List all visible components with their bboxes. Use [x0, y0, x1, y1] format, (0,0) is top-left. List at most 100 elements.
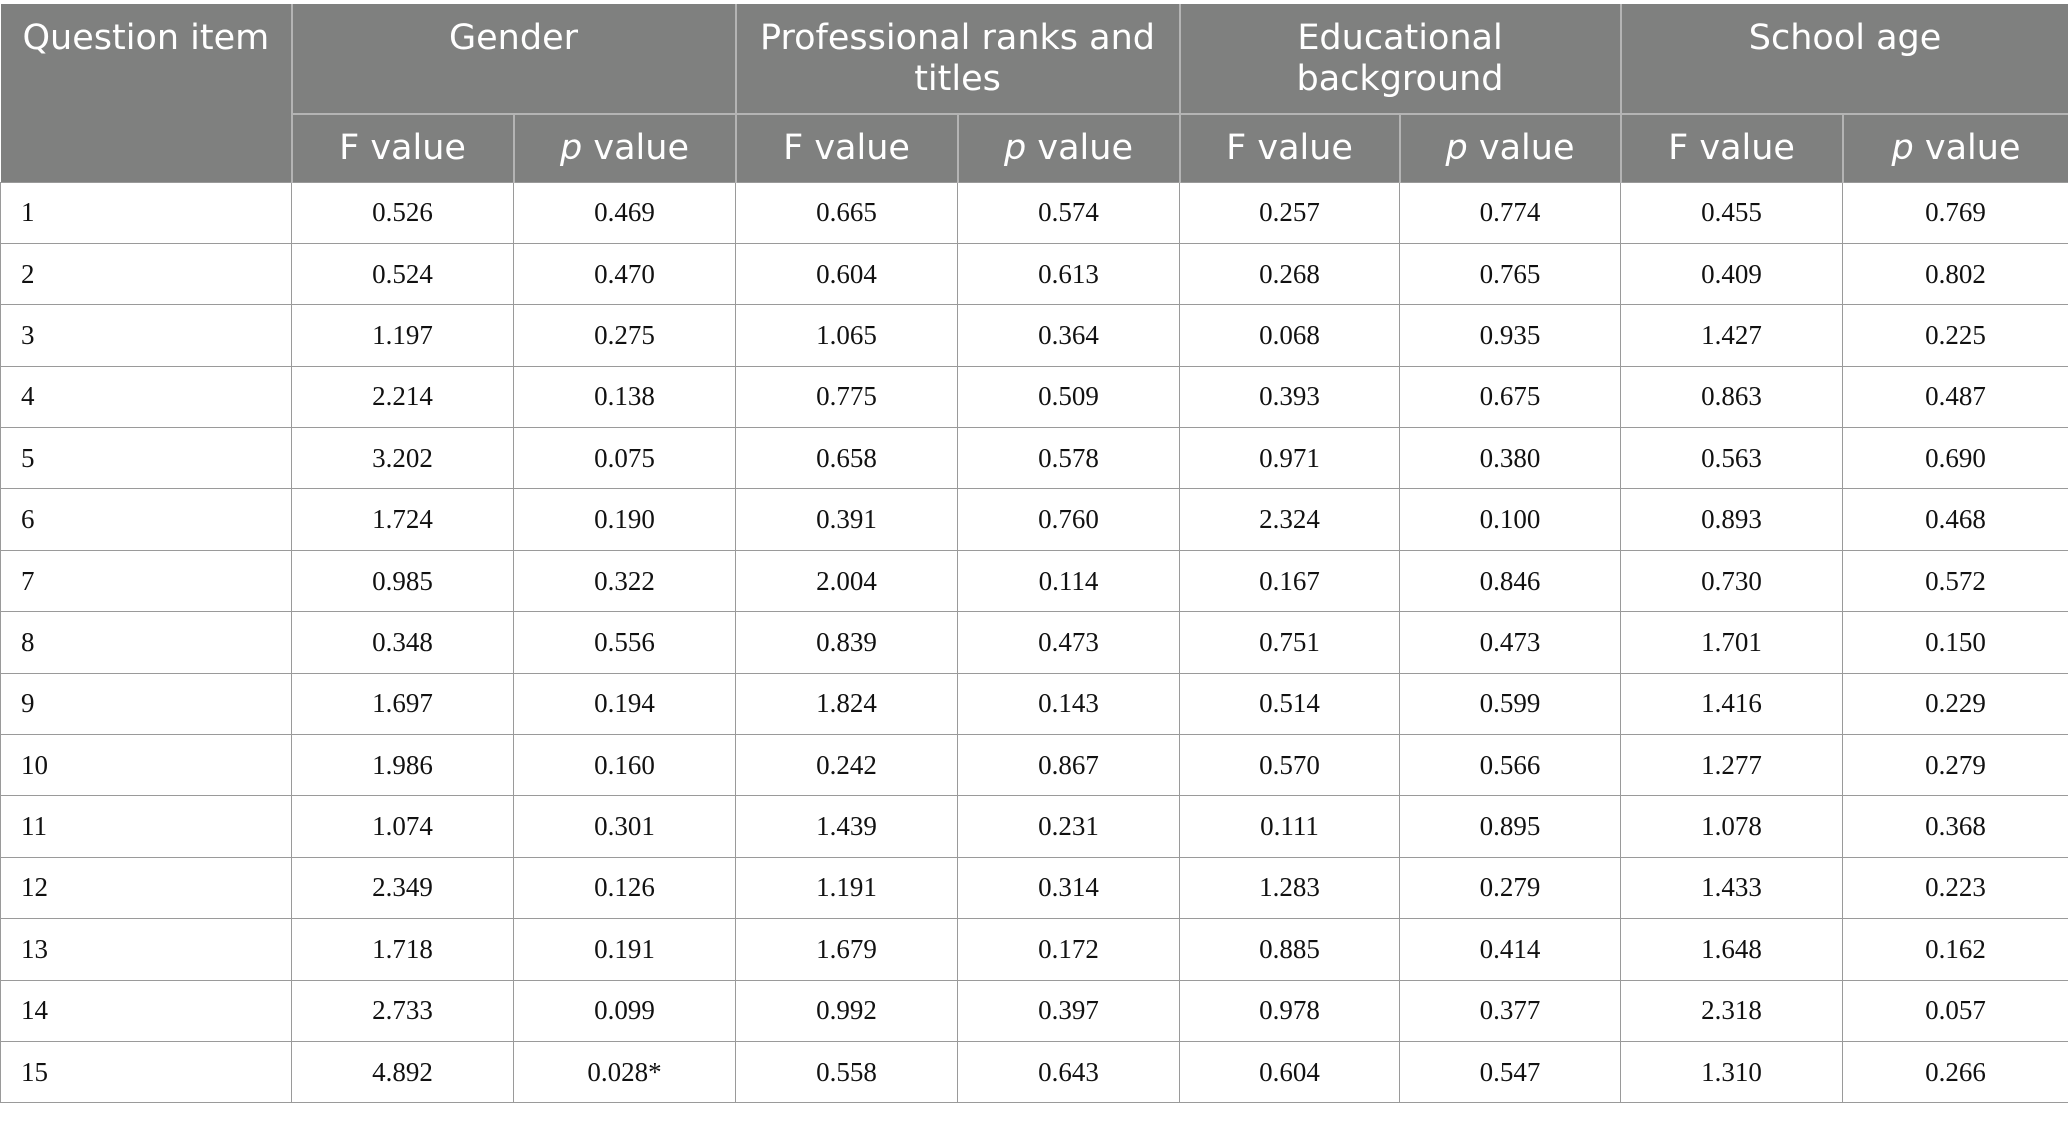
p-value-cell: 0.509 — [957, 365, 1180, 428]
question-item-cell: 10 — [0, 734, 292, 796]
f-value-cell: 1.679 — [735, 918, 958, 981]
f-value-cell: 1.277 — [1620, 734, 1843, 796]
p-value-cell: 0.126 — [512, 856, 736, 919]
table-row: 12 2.349 0.126 1.191 0.314 1.283 0.279 1.433 0.2… — [0, 856, 2068, 919]
f-value-cell: 0.409 — [1620, 242, 1843, 305]
p-value-cell: 0.301 — [512, 795, 736, 858]
p-value-cell: 0.935 — [1399, 304, 1621, 367]
f-value-cell: 4.892 — [291, 1040, 514, 1104]
f-value-cell: 1.439 — [735, 795, 958, 858]
f-value-cell: 1.074 — [291, 795, 514, 858]
p-value-header: p value — [1841, 114, 2068, 182]
f-value-cell: 1.197 — [291, 304, 514, 367]
p-value-cell: 0.279 — [1399, 856, 1621, 919]
p-value-cell: 0.322 — [512, 549, 736, 612]
question-item-cell: 2 — [0, 242, 292, 305]
table-row: 10 1.986 0.160 0.242 0.867 0.570 0.566 1.277 0.2… — [0, 734, 2068, 796]
f-value-cell: 0.558 — [735, 1040, 958, 1104]
p-value-cell: 0.487 — [1842, 365, 2068, 428]
f-value-cell: 0.268 — [1179, 242, 1400, 305]
p-value-cell: 0.223 — [1842, 856, 2068, 919]
f-value-cell: 2.349 — [291, 856, 514, 919]
p-value-cell: 0.802 — [1842, 242, 2068, 305]
f-value-cell: 0.563 — [1620, 427, 1843, 489]
f-value-cell: 1.416 — [1620, 672, 1843, 735]
p-value-header: p value — [956, 114, 1180, 182]
question-item-cell: 14 — [0, 979, 292, 1042]
table-body: 1 0.526 0.469 0.665 0.574 0.257 0.774 0.455 0.76… — [0, 181, 2068, 1104]
f-value-header: F value — [290, 114, 514, 182]
p-value-cell: 0.231 — [957, 795, 1180, 858]
f-value-cell: 2.733 — [291, 979, 514, 1042]
p-value-cell: 0.578 — [957, 427, 1180, 489]
f-value-cell: 2.214 — [291, 365, 514, 428]
p-value-cell: 0.194 — [512, 672, 736, 735]
f-value-cell: 0.839 — [735, 611, 958, 674]
table-row: 8 0.348 0.556 0.839 0.473 0.751 0.473 1.701 0.15… — [0, 611, 2068, 674]
p-value-cell: 0.172 — [957, 918, 1180, 981]
p-value-cell: 0.364 — [957, 304, 1180, 367]
p-value-cell: 0.473 — [957, 611, 1180, 674]
question-item-cell: 13 — [0, 918, 292, 981]
table-row: 2 0.524 0.470 0.604 0.613 0.268 0.765 0.409 0.80… — [0, 242, 2068, 305]
f-value-cell: 1.986 — [291, 734, 514, 796]
table-row: 7 0.985 0.322 2.004 0.114 0.167 0.846 0.730 0.57… — [0, 549, 2068, 612]
question-item-cell: 5 — [0, 427, 292, 489]
p-value-cell: 0.470 — [512, 242, 736, 305]
f-value-cell: 1.697 — [291, 672, 514, 735]
p-value-cell: 0.556 — [512, 611, 736, 674]
f-value-cell: 0.658 — [735, 427, 958, 489]
question-item-cell: 8 — [0, 611, 292, 674]
p-value-cell: 0.368 — [1842, 795, 2068, 858]
table-row: 13 1.718 0.191 1.679 0.172 0.885 0.414 1.648 0.1… — [0, 918, 2068, 981]
f-value-cell: 1.718 — [291, 918, 514, 981]
p-value-cell: 0.191 — [512, 918, 736, 981]
p-value-cell: 0.574 — [957, 181, 1180, 244]
f-value-cell: 0.751 — [1179, 611, 1400, 674]
f-value-cell: 0.391 — [735, 488, 958, 551]
gender-header: Gender — [290, 4, 736, 115]
table-row: 1 0.526 0.469 0.665 0.574 0.257 0.774 0.455 0.76… — [0, 181, 2068, 244]
f-value-cell: 1.427 — [1620, 304, 1843, 367]
p-value-cell: 0.190 — [512, 488, 736, 551]
p-value-cell: 0.468 — [1842, 488, 2068, 551]
question-item-cell: 7 — [0, 549, 292, 612]
p-value-cell: 0.380 — [1399, 427, 1621, 489]
p-value-cell: 0.100 — [1399, 488, 1621, 551]
p-value-cell: 0.229 — [1842, 672, 2068, 735]
p-value-cell: 0.643 — [957, 1040, 1180, 1104]
table-row: 11 1.074 0.301 1.439 0.231 0.111 0.895 1.078 0.3… — [0, 795, 2068, 858]
f-value-cell: 1.724 — [291, 488, 514, 551]
p-value-cell: 0.225 — [1842, 304, 2068, 367]
table-row: 6 1.724 0.190 0.391 0.760 2.324 0.100 0.893 0.46… — [0, 488, 2068, 551]
f-value-header: F value — [734, 114, 958, 182]
p-value-cell: 0.469 — [512, 181, 736, 244]
f-value-cell: 1.824 — [735, 672, 958, 735]
p-value-cell: 0.143 — [957, 672, 1180, 735]
question-item-cell: 4 — [0, 365, 292, 428]
f-value-cell: 0.242 — [735, 734, 958, 796]
p-value-cell: 0.769 — [1842, 181, 2068, 244]
f-value-cell: 0.393 — [1179, 365, 1400, 428]
p-value-cell: 0.774 — [1399, 181, 1621, 244]
f-value-cell: 3.202 — [291, 427, 514, 489]
question-item-cell: 9 — [0, 672, 292, 735]
f-value-cell: 0.992 — [735, 979, 958, 1042]
f-value-cell: 0.665 — [735, 181, 958, 244]
f-value-cell: 0.514 — [1179, 672, 1400, 735]
p-value-cell: 0.414 — [1399, 918, 1621, 981]
f-value-cell: 2.324 — [1179, 488, 1400, 551]
table-row: 3 1.197 0.275 1.065 0.364 0.068 0.935 1.427 0.22… — [0, 304, 2068, 367]
p-value-cell: 0.765 — [1399, 242, 1621, 305]
p-value-cell: 0.162 — [1842, 918, 2068, 981]
question-item-cell: 3 — [0, 304, 292, 367]
p-value-cell: 0.114 — [957, 549, 1180, 612]
table-row: 15 4.892 0.028* 0.558 0.643 0.604 0.547 1.310 0.… — [0, 1040, 2068, 1104]
p-value-cell: 0.028* — [512, 1040, 736, 1104]
f-value-cell: 0.257 — [1179, 181, 1400, 244]
f-value-cell: 1.078 — [1620, 795, 1843, 858]
p-value-cell: 0.846 — [1399, 549, 1621, 612]
f-value-cell: 0.526 — [291, 181, 514, 244]
f-value-cell: 0.978 — [1179, 979, 1400, 1042]
question-item-cell: 6 — [0, 488, 292, 551]
